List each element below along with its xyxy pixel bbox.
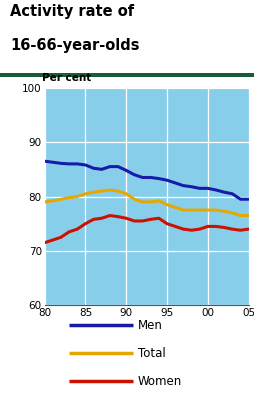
Text: Women: Women (137, 375, 181, 387)
Text: Per cent: Per cent (42, 73, 91, 83)
Text: Total: Total (137, 347, 165, 359)
Text: Men: Men (137, 319, 162, 332)
Text: Activity rate of: Activity rate of (10, 4, 134, 19)
Text: 16-66-year-olds: 16-66-year-olds (10, 38, 139, 53)
